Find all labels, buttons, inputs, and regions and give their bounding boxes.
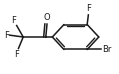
Text: F: F [86, 4, 91, 13]
Text: F: F [4, 31, 9, 40]
Text: F: F [11, 16, 16, 25]
Text: F: F [14, 50, 19, 59]
Text: Br: Br [102, 45, 111, 54]
Text: O: O [44, 13, 50, 22]
